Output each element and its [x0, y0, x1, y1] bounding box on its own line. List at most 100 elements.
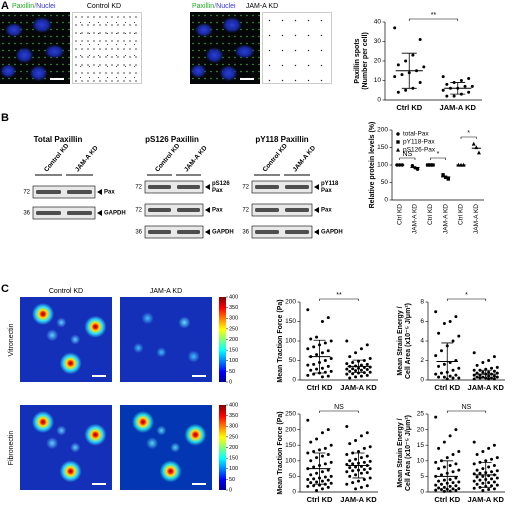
- data-point: [362, 460, 366, 464]
- band-label: pY118: [321, 181, 339, 187]
- data-point: [354, 375, 358, 379]
- data-point: [312, 484, 316, 488]
- data-point: [348, 474, 352, 478]
- y-tick-label: 100: [285, 458, 296, 465]
- legend-label: total-Pax: [403, 131, 429, 138]
- data-point: [472, 472, 476, 476]
- data-point: [309, 368, 313, 372]
- data-point: [487, 446, 491, 450]
- x-tick-label: JAM-A KD: [442, 204, 449, 234]
- x-tick-label: Ctrl KD: [307, 383, 333, 392]
- data-point: [326, 374, 330, 378]
- x-tick-label: Ctrl KD: [427, 204, 434, 225]
- data-point: [345, 470, 349, 474]
- data-point: [457, 487, 461, 491]
- blot-frame: [251, 225, 313, 239]
- y-tick-label: 8: [420, 299, 424, 306]
- data-point: [472, 440, 476, 444]
- data-point: [448, 434, 452, 438]
- band-label: GAPDH: [104, 211, 126, 217]
- mw-label: 72: [135, 185, 142, 191]
- data-point: [400, 73, 404, 77]
- data-point: [329, 474, 333, 478]
- data-point: [437, 446, 441, 450]
- y-axis-label: Cell Area (x10⁻⁵ J/μm²): [405, 303, 412, 379]
- data-point: [439, 488, 443, 492]
- data-point: [329, 443, 333, 447]
- blot-band: [285, 185, 309, 189]
- y-tick-label: 30: [374, 38, 382, 45]
- traction-map: [120, 297, 212, 382]
- data-point: [445, 82, 449, 86]
- blot-band: [285, 230, 309, 234]
- data-point: [354, 473, 358, 477]
- stain-sep: /: [214, 3, 216, 10]
- data-point: [323, 475, 327, 479]
- data-point: [404, 59, 408, 63]
- data-point: [309, 440, 313, 444]
- data-point: [475, 375, 479, 379]
- colorbar-tick-label: 300: [229, 424, 238, 430]
- y-axis-label: Relative protein levels (%): [369, 122, 376, 209]
- data-point: [306, 373, 310, 377]
- band-arrow: [314, 207, 319, 213]
- sd-bar: [479, 461, 492, 488]
- data-point: [434, 488, 438, 492]
- data-point: [362, 468, 366, 472]
- data-point: [345, 367, 349, 371]
- y-tick-label: 20: [417, 426, 425, 433]
- significance-label: *: [467, 130, 470, 137]
- x-tick-label: Ctrl KD: [434, 495, 460, 504]
- data-point: [437, 331, 441, 335]
- data-point: [345, 339, 349, 343]
- y-tick-label: 150: [377, 144, 388, 151]
- significance-label: *: [465, 292, 468, 299]
- data-point: [326, 478, 330, 482]
- data-point: [487, 374, 491, 378]
- data-point: [442, 362, 446, 366]
- y-tick-label: 50: [289, 357, 297, 364]
- colorbar-tick-label: 300: [229, 316, 238, 322]
- data-point: [345, 453, 349, 457]
- colorbar-tick-label: 50: [229, 477, 235, 483]
- y-tick-label: 150: [285, 318, 296, 325]
- data-point: [472, 486, 476, 490]
- stain-name: Paxillin: [12, 3, 34, 10]
- data-point: [442, 321, 446, 325]
- data-point: [495, 375, 499, 379]
- blot-band: [36, 190, 61, 194]
- data-point: [306, 418, 310, 422]
- data-point: [437, 375, 441, 379]
- data-point: [368, 445, 372, 449]
- data-point: [418, 80, 422, 84]
- data-point: [492, 487, 496, 491]
- data-point: [393, 75, 397, 79]
- legend-marker: [396, 140, 400, 144]
- data-point: [345, 372, 349, 376]
- data-point: [442, 375, 446, 379]
- data-point: [315, 437, 319, 441]
- blot-band: [148, 208, 171, 212]
- scale-bar: [192, 483, 206, 485]
- data-point: [348, 369, 352, 373]
- y-tick-label: 200: [285, 299, 296, 306]
- data-point: [454, 484, 458, 488]
- data-point: [475, 468, 479, 472]
- sd-bar: [313, 452, 326, 485]
- data-point: [320, 320, 324, 323]
- sd-bar: [352, 452, 365, 479]
- blot-frame: [32, 206, 96, 220]
- data-point: [451, 481, 455, 485]
- data-point: [487, 488, 491, 492]
- data-point: [492, 377, 496, 381]
- blot-band: [67, 190, 92, 194]
- lane-label: JAM-A KD: [74, 144, 100, 173]
- data-point: [359, 471, 363, 475]
- data-point: [393, 26, 397, 30]
- data-point: [472, 479, 476, 483]
- data-point: [354, 487, 358, 491]
- data-point: [345, 482, 349, 486]
- data-point: [434, 483, 438, 487]
- data-point: [481, 360, 485, 364]
- data-point: [451, 453, 455, 457]
